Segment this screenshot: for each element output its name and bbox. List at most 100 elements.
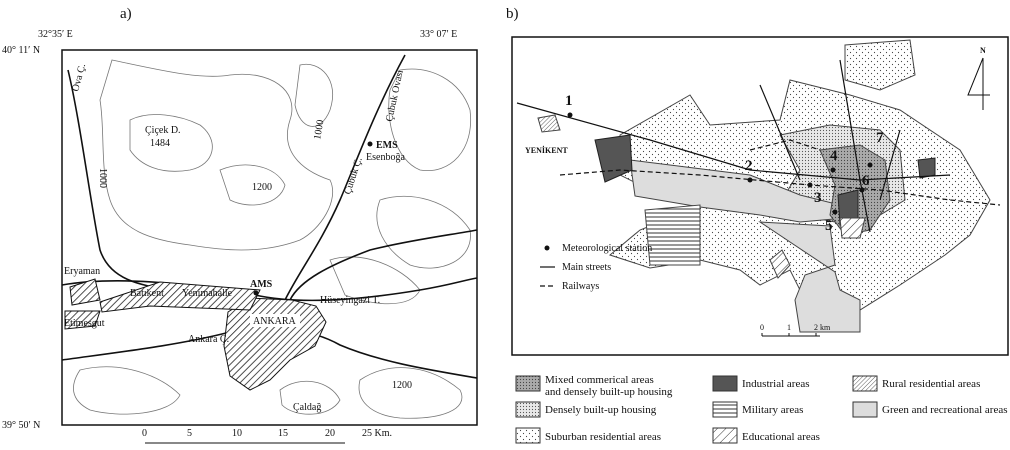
coord-label: 40° 11′ N <box>2 45 40 56</box>
place-label: Hüseyingazi T. <box>320 295 380 306</box>
scale-label: 1 <box>787 323 791 332</box>
rural-area <box>537 114 561 133</box>
legend-label: Rural residential areas <box>882 378 980 390</box>
station-label: 5 <box>825 218 833 234</box>
contour <box>73 366 181 415</box>
place-label: Ankara Ç. <box>188 334 229 345</box>
urban-areas <box>64 278 327 391</box>
station-dot <box>830 167 836 173</box>
scale-line <box>761 333 820 337</box>
industrial-area <box>594 134 633 183</box>
key-label: Meteorological station <box>562 243 652 254</box>
legend-label: Green and recreational areas <box>882 404 1008 416</box>
station-label: 3 <box>814 190 822 206</box>
place-label: Esenboğa <box>366 152 405 163</box>
main-street <box>839 59 871 233</box>
educational-area <box>769 249 791 279</box>
river <box>289 229 478 301</box>
main-street <box>759 84 801 181</box>
place-label: Çaldağ <box>293 402 321 413</box>
urban-area <box>69 278 101 306</box>
label-bg <box>250 314 300 327</box>
station-label: 6 <box>862 173 870 189</box>
panel-label: a) <box>120 6 132 22</box>
station-label: 1 <box>565 93 573 109</box>
station-dot <box>832 209 838 215</box>
station-dot <box>567 112 573 118</box>
station-dot <box>253 290 259 296</box>
river <box>67 69 171 291</box>
scale-bar: 0 1 2 km <box>760 323 831 337</box>
legend-label: Educational areas <box>742 431 820 443</box>
place-label: Batıkent <box>130 288 164 299</box>
coord-label: 39° 50′ N <box>2 420 40 431</box>
scale-label: 10 <box>232 428 242 439</box>
scale-bar: 0 5 10 15 20 25 Km. <box>142 428 392 444</box>
north-arrow <box>967 57 990 110</box>
place-label: AMS <box>250 279 273 290</box>
panel-label: b) <box>506 6 519 22</box>
contour-label: 1200 <box>252 182 272 193</box>
railway <box>749 139 821 151</box>
map-key: Meteorological station Main streets Rail… <box>540 243 652 292</box>
legend-swatch <box>852 401 878 418</box>
contours <box>73 59 472 419</box>
station-dot <box>367 141 373 147</box>
green-area <box>758 221 861 333</box>
legend: Mixed commerical areas and densely built… <box>515 374 1008 444</box>
place-label: EMS <box>376 140 398 151</box>
river <box>61 277 478 302</box>
scale-label: 15 <box>278 428 288 439</box>
contour-label: 1000 <box>312 119 326 141</box>
contour <box>219 164 286 206</box>
place-label: ANKARA <box>253 316 297 327</box>
station-dot <box>867 162 873 168</box>
place-label: Etimesgut <box>64 318 105 329</box>
legend-swatch <box>852 375 878 392</box>
contour <box>99 59 333 251</box>
contour <box>294 63 333 127</box>
stations: 1 2 3 4 5 6 7 YENİKENT <box>525 93 884 234</box>
legend-swatch <box>515 401 541 418</box>
legend-label: and densely built-up housing <box>545 386 673 398</box>
place-labels: Ova Ç. Çiçek D. 1484 Çubuk Ç. Çubuk Ovas… <box>64 63 412 413</box>
legend-swatch <box>712 401 738 418</box>
suburban-area <box>844 39 916 91</box>
station-label: 4 <box>830 148 838 164</box>
place-label: Yenimahalle <box>182 288 233 299</box>
station-dot <box>747 177 753 183</box>
contour <box>388 68 472 172</box>
legend-swatch <box>515 427 541 444</box>
key-symbol <box>544 245 550 251</box>
legend-swatch <box>515 375 541 392</box>
key-label: Railways <box>562 281 599 292</box>
educational-area <box>839 217 866 239</box>
industrial-area <box>917 157 936 179</box>
urban-area <box>64 310 101 330</box>
coord-label: 32°35′ E <box>38 29 73 40</box>
green-area <box>629 159 846 223</box>
station-label: 7 <box>876 130 884 146</box>
station-dot <box>859 187 865 193</box>
rivers <box>61 54 478 379</box>
scale-label: 20 <box>325 428 335 439</box>
coord-label: 33° 07′ E <box>420 29 457 40</box>
place-label: 1484 <box>150 138 170 149</box>
scale-label: 25 Km. <box>362 428 392 439</box>
station-label: 2 <box>745 158 753 174</box>
contour <box>376 195 471 269</box>
place-label: Eryaman <box>64 266 100 277</box>
scale-label: 2 km <box>814 323 831 332</box>
contour <box>358 367 463 419</box>
key-label: Main streets <box>562 262 611 273</box>
legend-label: Mixed commerical areas <box>545 374 654 386</box>
contour-label: 1200 <box>392 380 412 391</box>
north-label: N <box>980 46 986 55</box>
legend-swatch <box>712 375 738 392</box>
land-use <box>537 39 991 333</box>
military-area <box>644 204 701 266</box>
scale-label: 5 <box>187 428 192 439</box>
station-dot <box>807 182 813 188</box>
legend-label: Military areas <box>742 404 803 416</box>
